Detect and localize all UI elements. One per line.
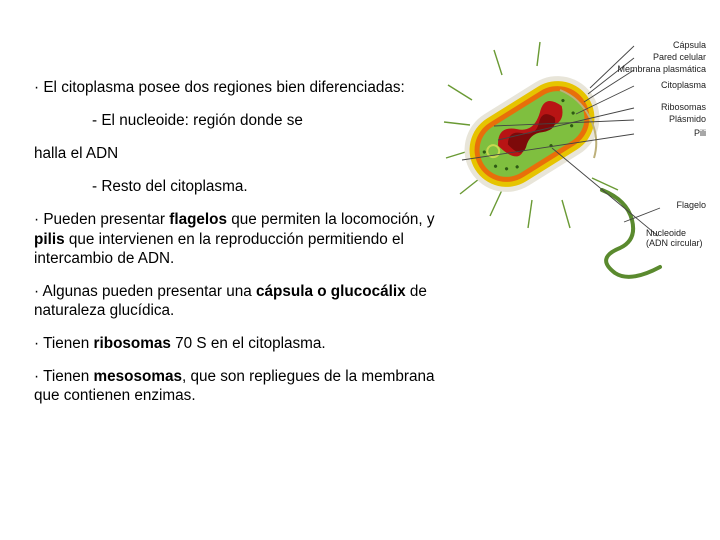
para-5: · Pueden presentar flagelos que permiten… [34,210,444,267]
para-6: · Algunas pueden presentar una cápsula o… [34,282,444,320]
label-plasmido: Plásmido [669,114,706,124]
para-2: - El nucleoide: región donde se [92,111,444,130]
label-nucleoide: Nucleoide (ADN circular) [646,228,706,248]
label-pared: Pared celular [653,52,706,62]
label-membrana: Membrana plasmática [617,64,706,74]
label-capsula: Cápsula [673,40,706,50]
para-8: · Tienen mesosomas, que son repliegues d… [34,367,444,405]
para-4: - Resto del citoplasma. [92,177,444,196]
label-pili: Pili [694,128,706,138]
para-3: halla el ADN [34,144,444,163]
label-ribosomas: Ribosomas [661,102,706,112]
text-column: · El citoplasma posee dos regiones bien … [34,78,444,419]
para-7: · Tienen ribosomas 70 S en el citoplasma… [34,334,444,353]
label-citoplasma: Citoplasma [661,80,706,90]
para-1: · El citoplasma posee dos regiones bien … [34,78,444,97]
label-flagelo: Flagelo [676,200,706,210]
cell-body [449,60,616,208]
